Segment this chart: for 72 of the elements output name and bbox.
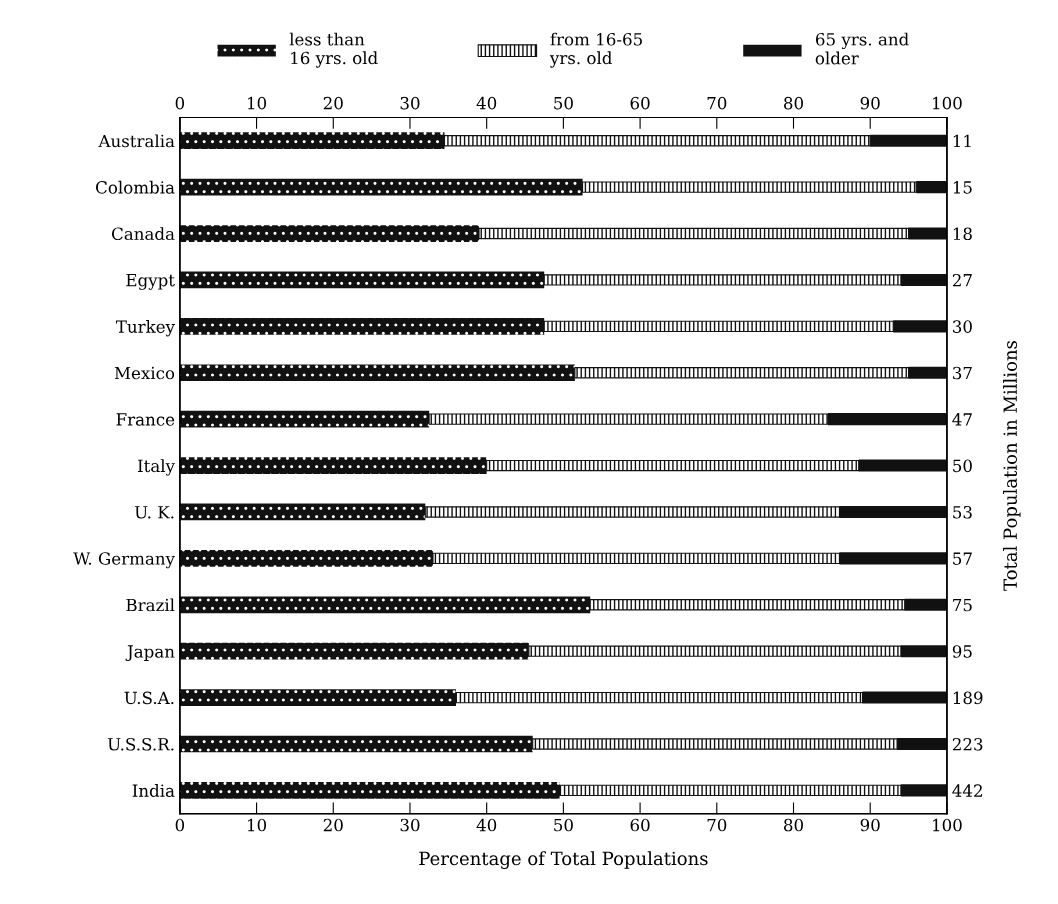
bar bbox=[179, 596, 591, 614]
y2-tick-label: 30 bbox=[953, 320, 972, 333]
y-tick-label: U.S.A. bbox=[124, 691, 174, 705]
x2-tick-label: 90 bbox=[860, 96, 880, 110]
x-tick-label: 90 bbox=[860, 818, 880, 832]
bar bbox=[179, 457, 487, 474]
x-tick-label: 100 bbox=[933, 818, 962, 832]
x2-tick-label: 60 bbox=[630, 96, 650, 110]
x2-tick-label: 10 bbox=[247, 96, 267, 110]
bar bbox=[179, 317, 545, 335]
y2-axis-title: Total Population in Millions bbox=[1003, 341, 1021, 591]
bar bbox=[179, 132, 445, 150]
bar bbox=[179, 178, 583, 196]
y-tick-label: Australia bbox=[98, 134, 175, 148]
y2-tick-label: 47 bbox=[952, 413, 972, 426]
x-tick-label: 20 bbox=[323, 818, 343, 832]
y2-tick-label: 53 bbox=[953, 505, 972, 519]
bar bbox=[179, 364, 575, 382]
x-tick-label: 50 bbox=[554, 818, 573, 832]
x-tick-label: 60 bbox=[630, 818, 650, 832]
x-tick-label: 0 bbox=[175, 818, 185, 832]
y2-tick-label: 223 bbox=[952, 737, 983, 751]
bar bbox=[179, 550, 433, 567]
y2-tick-label: 11 bbox=[953, 134, 971, 148]
bar bbox=[179, 503, 426, 521]
bar bbox=[179, 782, 560, 799]
y2-tick-label: 37 bbox=[953, 366, 972, 380]
legend-label: from 16-65 yrs. old bbox=[549, 32, 642, 68]
x-tick-label: 10 bbox=[247, 818, 267, 832]
y-tick-label: Canada bbox=[111, 227, 175, 241]
y2-tick-label: 95 bbox=[952, 645, 972, 658]
y2-tick-label: 18 bbox=[953, 227, 972, 241]
x2-tick-label: 20 bbox=[323, 96, 343, 110]
x-tick-label: 70 bbox=[707, 818, 727, 832]
x-tick-label: 30 bbox=[400, 818, 420, 832]
y-tick-label: U. K. bbox=[134, 506, 174, 519]
y-tick-label: India bbox=[132, 784, 175, 797]
legend-label: less than 16 yrs. old bbox=[289, 32, 378, 68]
x2-tick-label: 0 bbox=[175, 96, 185, 110]
y-tick-label: U.S.S.R. bbox=[107, 737, 174, 751]
bar bbox=[179, 735, 533, 753]
x2-tick-label: 80 bbox=[784, 96, 803, 110]
y2-tick-label: 15 bbox=[953, 181, 972, 194]
x2-tick-label: 70 bbox=[707, 96, 727, 110]
y-tick-label: Colombia bbox=[96, 180, 175, 194]
x-axis-title: Percentage of Total Populations bbox=[419, 851, 708, 869]
x2-tick-label: 100 bbox=[933, 96, 962, 110]
bar bbox=[179, 410, 430, 428]
x-tick-label: 80 bbox=[784, 818, 803, 832]
bar bbox=[179, 689, 456, 706]
y-tick-label: Brazil bbox=[126, 598, 175, 612]
y-tick-label: France bbox=[116, 413, 175, 426]
bar bbox=[179, 642, 529, 660]
y2-tick-label: 442 bbox=[952, 784, 982, 797]
y2-tick-label: 50 bbox=[953, 459, 972, 473]
x2-tick-label: 50 bbox=[554, 96, 573, 110]
y2-tick-label: 57 bbox=[953, 552, 972, 565]
y-tick-label: Egypt bbox=[126, 274, 175, 290]
bar bbox=[179, 225, 480, 242]
x2-tick-label: 40 bbox=[476, 96, 497, 110]
y-tick-label: Turkey bbox=[115, 320, 175, 337]
y-tick-label: Mexico bbox=[114, 366, 175, 380]
legend-label: 65 yrs. and older bbox=[815, 32, 909, 65]
y2-tick-label: 75 bbox=[953, 598, 972, 612]
x2-tick-label: 30 bbox=[400, 96, 420, 110]
y2-tick-label: 189 bbox=[953, 691, 983, 705]
y-tick-label: Japan bbox=[125, 645, 175, 661]
bar bbox=[179, 271, 545, 289]
x-tick-label: 40 bbox=[476, 818, 497, 832]
y-tick-label: Italy bbox=[137, 459, 175, 476]
y-tick-label: W. Germany bbox=[73, 552, 175, 569]
y2-tick-label: 27 bbox=[952, 273, 972, 287]
